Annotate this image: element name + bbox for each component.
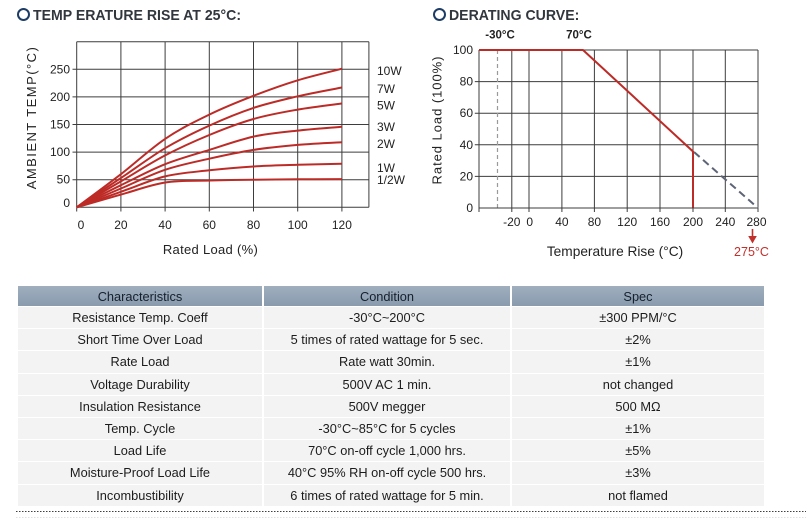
svg-text:50: 50: [57, 173, 71, 187]
svg-text:80: 80: [460, 75, 474, 89]
svg-text:5W: 5W: [377, 99, 396, 113]
svg-text:80: 80: [247, 218, 261, 232]
svg-text:20: 20: [460, 169, 474, 183]
svg-text:120: 120: [617, 215, 637, 229]
svg-text:280: 280: [746, 215, 766, 229]
svg-text:7W: 7W: [377, 82, 396, 96]
svg-text:150: 150: [50, 118, 70, 132]
svg-text:Rated Load (%): Rated Load (%): [163, 242, 258, 257]
svg-text:-30°C: -30°C: [485, 30, 515, 42]
svg-text:250: 250: [50, 62, 70, 76]
svg-text:Temperature Rise (°C): Temperature Rise (°C): [547, 244, 683, 259]
svg-text:100: 100: [453, 43, 473, 57]
svg-text:AMBIENT TEMP(°C): AMBIENT TEMP(°C): [24, 46, 39, 189]
svg-text:40: 40: [555, 215, 569, 229]
svg-text:-20: -20: [503, 215, 521, 229]
svg-text:0: 0: [63, 196, 70, 210]
svg-text:100: 100: [50, 145, 70, 159]
svg-text:160: 160: [650, 215, 670, 229]
svg-text:0: 0: [78, 218, 85, 232]
svg-text:3W: 3W: [377, 120, 396, 134]
svg-text:70°C: 70°C: [566, 30, 592, 42]
svg-text:200: 200: [683, 215, 703, 229]
svg-text:275°C: 275°C: [734, 245, 769, 259]
svg-text:40: 40: [158, 218, 172, 232]
svg-text:60: 60: [460, 106, 474, 120]
svg-text:100: 100: [288, 218, 308, 232]
svg-text:240: 240: [715, 215, 735, 229]
svg-text:40: 40: [460, 138, 474, 152]
svg-text:1/2W: 1/2W: [377, 173, 406, 187]
svg-text:80: 80: [588, 215, 602, 229]
svg-text:60: 60: [203, 218, 217, 232]
svg-text:2W: 2W: [377, 137, 396, 151]
svg-text:1W: 1W: [377, 161, 396, 175]
svg-text:0: 0: [526, 215, 533, 229]
svg-text:10W: 10W: [377, 64, 402, 78]
svg-text:Rated Load (100%): Rated Load (100%): [430, 56, 445, 185]
svg-text:120: 120: [332, 218, 352, 232]
svg-text:0: 0: [466, 201, 473, 215]
svg-text:200: 200: [50, 90, 70, 104]
svg-text:20: 20: [114, 218, 128, 232]
